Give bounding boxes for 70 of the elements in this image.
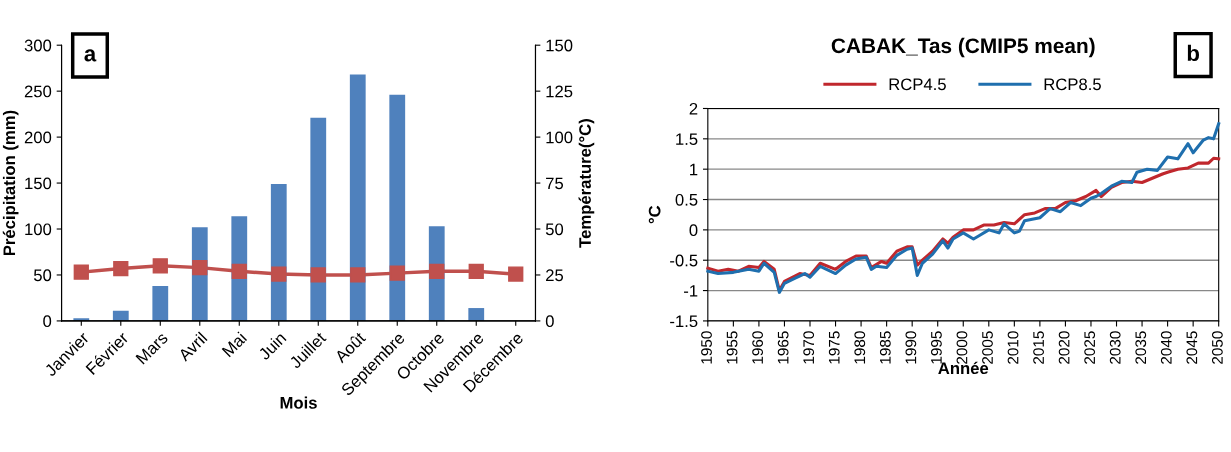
bar [349, 74, 366, 321]
chart-title: CABAK_Tas (CMIP5 mean) [831, 37, 1095, 58]
x-tick-label: 1955 [726, 331, 738, 364]
x-tick-label: 1950 [701, 331, 712, 364]
y-tick-label: 1.5 [676, 133, 698, 146]
point [468, 263, 484, 279]
point [152, 258, 168, 274]
text: b [1187, 44, 1200, 62]
point [350, 267, 366, 283]
point [271, 266, 287, 282]
y-tick-label: 2 [689, 102, 698, 115]
y-tick-label: 50 [33, 269, 52, 282]
x-tick-label: 2050 [1211, 331, 1223, 364]
x-tick-label: 1965 [777, 331, 789, 364]
point [73, 264, 89, 280]
x-tick-label: 1975 [828, 331, 840, 364]
y-axis-title: °C [648, 205, 661, 224]
x-tick-label: 1960 [752, 331, 764, 364]
point [231, 263, 247, 279]
x-tick-label: 2015 [1033, 331, 1044, 364]
x-tick-label: 1970 [803, 331, 815, 364]
y2-tick-label: 125 [546, 85, 573, 98]
y-axis-title: Précipitation (mm) [2, 110, 19, 256]
x-tick-label: Mai [221, 331, 248, 358]
y-tick-label: 1 [690, 163, 698, 176]
y-tick-label: 250 [24, 85, 52, 98]
y2-axis-title: Température(°C) [578, 119, 595, 248]
x-tick-label: 2020 [1058, 331, 1070, 364]
x-tick-label: 1985 [879, 331, 891, 364]
y-tick-label: 200 [24, 131, 52, 144]
y2-tick-label: 100 [546, 131, 573, 144]
y2-tick-label: 50 [545, 223, 564, 236]
x-tick-label: 1980 [854, 331, 866, 364]
y-tick-label: -0.5 [670, 254, 698, 267]
y-tick-label: 0 [689, 224, 698, 237]
bar [310, 117, 327, 321]
bar [468, 308, 485, 321]
point [508, 266, 524, 282]
y-tick-label: 0.5 [675, 193, 698, 206]
point [310, 267, 326, 283]
point [192, 259, 208, 276]
x-tick-label: 2010 [1007, 331, 1019, 364]
y-tick-label: -1.5 [670, 315, 698, 328]
x-tick-label: 2045 [1186, 331, 1198, 364]
y-tick-label: 300 [24, 39, 52, 52]
x-tick-label: 1990 [905, 331, 917, 364]
annotation: a [84, 49, 97, 62]
legend-label: RCP8.5 [1044, 78, 1101, 91]
point [113, 260, 129, 277]
bar [152, 286, 169, 321]
x-tick-label: 2035 [1135, 331, 1147, 364]
line-series [706, 122, 1221, 294]
x-tick-label: 2030 [1109, 331, 1121, 364]
bar [389, 94, 406, 321]
y-tick-label: 150 [25, 177, 52, 190]
y-tick-label: 0 [43, 315, 52, 328]
y-tick-label: 100 [25, 223, 52, 236]
y2-tick-label: 25 [546, 269, 564, 282]
y-tick-label: -1 [684, 285, 698, 297]
point [389, 265, 405, 281]
y2-tick-label: 150 [546, 39, 573, 52]
x-tick-label: 2025 [1084, 331, 1096, 364]
x-tick-label: 2040 [1160, 331, 1172, 364]
point [429, 263, 445, 279]
x-tick-label: Juin [257, 331, 287, 361]
legend-label: RCP4.5 [889, 78, 946, 91]
x-axis-title: Mois [280, 396, 317, 409]
bar [112, 310, 129, 321]
y2-tick-label: 0 [545, 315, 554, 328]
y2-tick-label: 75 [546, 177, 564, 190]
